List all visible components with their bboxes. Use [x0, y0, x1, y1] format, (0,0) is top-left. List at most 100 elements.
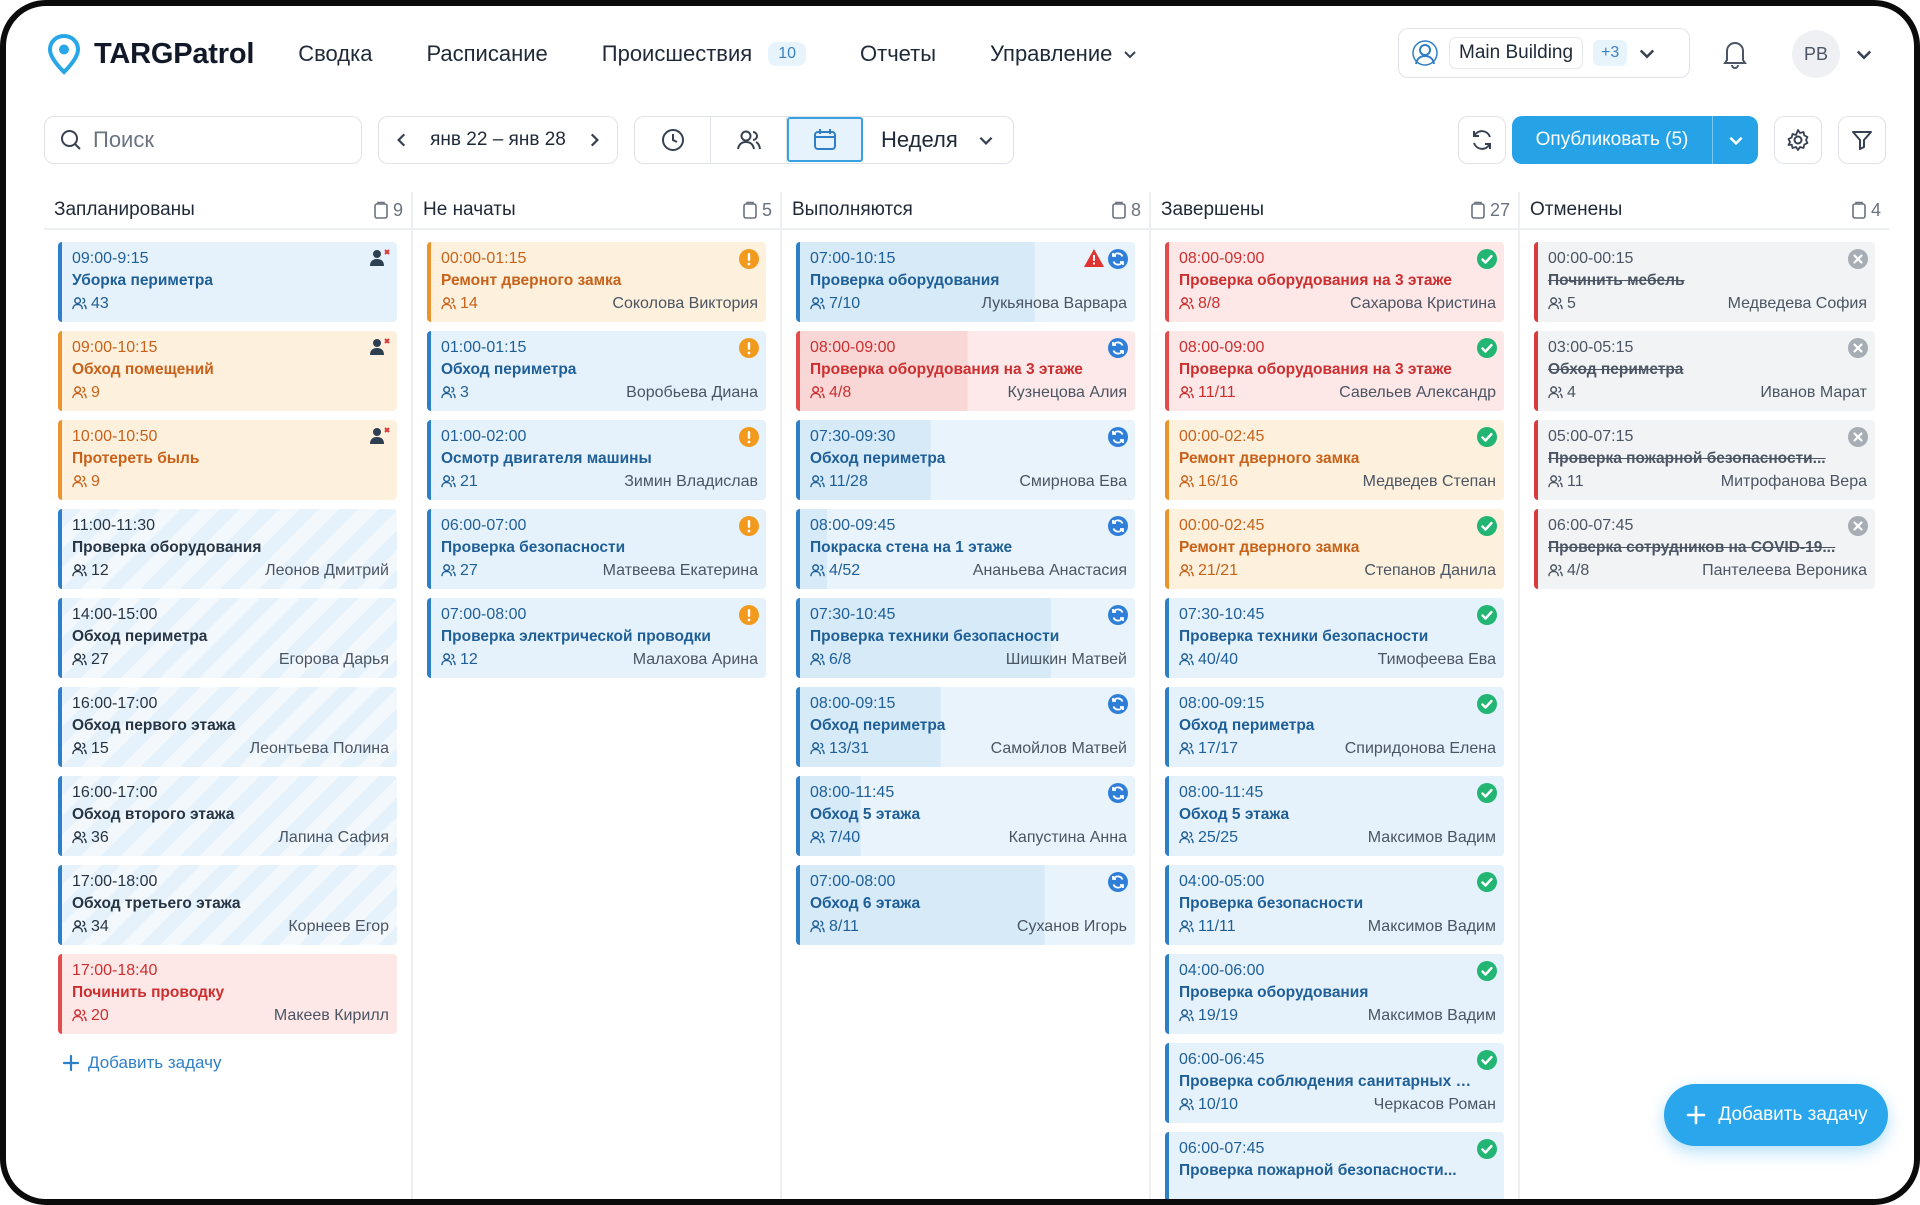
- chevron-right-icon[interactable]: [585, 131, 603, 149]
- add-task-link[interactable]: Добавить задачу: [58, 1043, 397, 1073]
- task-card[interactable]: 09:00-9:15 Уборка периметра 43: [58, 242, 397, 322]
- task-card[interactable]: 11:00-11:30 Проверка оборудования 12 Лео…: [58, 509, 397, 589]
- nav-summary[interactable]: Сводка: [298, 41, 399, 67]
- task-card[interactable]: 08:00-09:00 Проверка оборудования на 3 э…: [796, 331, 1135, 411]
- column-count-value: 8: [1130, 199, 1141, 220]
- task-card[interactable]: 01:00-01:15 Обход периметра 3 Воробьева …: [427, 331, 766, 411]
- task-time: 08:00-11:45: [1179, 784, 1264, 801]
- task-assignee: Черкасов Роман: [1373, 1096, 1496, 1113]
- view-time-button[interactable]: [635, 117, 711, 162]
- task-card[interactable]: 03:00-05:15 Обход периметра 4 Иванов Мар…: [1534, 331, 1875, 411]
- task-card[interactable]: 04:00-05:00 Проверка безопасности 11/11 …: [1165, 865, 1504, 945]
- task-card[interactable]: 16:00-17:00 Обход первого этажа 15 Леонт…: [58, 687, 397, 767]
- task-card[interactable]: 08:00-09:15 Обход периметра 13/31 Самойл…: [796, 687, 1135, 767]
- in-progress-icon: [1107, 782, 1129, 809]
- task-card[interactable]: 07:00-10:15 Проверка оборудования 7/10 Л…: [796, 242, 1135, 322]
- people-icon: [441, 386, 456, 399]
- task-card[interactable]: 05:00-07:15 Проверка пожарной безопаснос…: [1534, 420, 1875, 500]
- nav-schedule[interactable]: Расписание: [399, 41, 574, 67]
- task-title: Проверка соблюдения санитарных но...: [1179, 1073, 1479, 1090]
- task-card[interactable]: 00:00-01:15 Ремонт дверного замка 14 Сок…: [427, 242, 766, 322]
- nav-incidents[interactable]: Происшествия 10: [575, 41, 833, 67]
- view-people-button[interactable]: [711, 117, 787, 162]
- task-card[interactable]: 17:00-18:00 Обход третьего этажа 34 Корн…: [58, 865, 397, 945]
- settings-button[interactable]: [1774, 116, 1822, 164]
- task-card[interactable]: 04:00-06:00 Проверка оборудования 19/19 …: [1165, 954, 1504, 1034]
- calendar-icon: [814, 128, 836, 150]
- task-assignee: Суханов Игорь: [1016, 918, 1127, 935]
- task-title: Обход помещений: [72, 361, 214, 378]
- refresh-button[interactable]: [1458, 116, 1506, 164]
- task-title: Покраска стена на 1 этаже: [810, 539, 1013, 556]
- people-icon: [72, 475, 87, 488]
- add-task-fab-label: Добавить задачу: [1718, 1104, 1868, 1125]
- task-card[interactable]: 17:00-18:40 Починить проводку 20 Макеев …: [58, 954, 397, 1034]
- task-footer: 6/8 Шишкин Матвей: [810, 649, 1127, 670]
- column-title: Отменены: [1530, 199, 1623, 220]
- avatar[interactable]: PB: [1792, 30, 1840, 78]
- chevron-down-icon[interactable]: [1854, 44, 1874, 64]
- period-select[interactable]: Неделя: [863, 117, 1013, 162]
- people-icon: [1179, 564, 1194, 577]
- search-input[interactable]: [93, 127, 343, 153]
- top-bar: TARGPatrol Сводка Расписание Происшестви…: [6, 6, 1914, 102]
- task-card[interactable]: 08:00-09:00 Проверка оборудования на 3 э…: [1165, 331, 1504, 411]
- task-card[interactable]: 00:00-00:15 Починить мебель 5 Медведева …: [1534, 242, 1875, 322]
- task-card[interactable]: 00:00-02:45 Ремонт дверного замка 16/16 …: [1165, 420, 1504, 500]
- task-card[interactable]: 06:00-07:00 Проверка безопасности 27 Мат…: [427, 509, 766, 589]
- task-card[interactable]: 08:00-09:00 Проверка оборудования на 3 э…: [1165, 242, 1504, 322]
- task-card[interactable]: 00:00-02:45 Ремонт дверного замка 21/21 …: [1165, 509, 1504, 589]
- nav-management[interactable]: Управление: [963, 41, 1165, 67]
- task-time: 06:00-07:00: [441, 517, 527, 534]
- filter-button[interactable]: [1838, 116, 1886, 164]
- task-card[interactable]: 07:00-08:00 Проверка электрической прово…: [427, 598, 766, 678]
- chevron-down-icon: [979, 136, 993, 145]
- task-card[interactable]: 07:30-09:30 Обход периметра 11/28 Смирно…: [796, 420, 1135, 500]
- publish-dropdown[interactable]: [1712, 116, 1758, 164]
- task-time: 16:00-17:00: [72, 784, 158, 801]
- column-count-value: 9: [392, 199, 403, 220]
- task-assignee-count: 16/16: [1179, 471, 1238, 492]
- task-card[interactable]: 08:00-09:45 Покраска стена на 1 этаже 4/…: [796, 509, 1135, 589]
- task-card[interactable]: 06:00-06:45 Проверка соблюдения санитарн…: [1165, 1043, 1504, 1123]
- chevron-left-icon[interactable]: [393, 131, 411, 149]
- task-card[interactable]: 06:00-07:45 Проверка пожарной безопаснос…: [1165, 1132, 1504, 1199]
- task-assignee: Лукьянова Варвара: [981, 295, 1127, 312]
- view-calendar-button[interactable]: [787, 117, 863, 162]
- publish-button[interactable]: Опубликовать (5): [1512, 116, 1758, 164]
- in-progress-icon: [1107, 604, 1129, 631]
- task-assignee-count: 20: [72, 1005, 109, 1026]
- task-time: 08:00-11:45: [810, 784, 895, 801]
- task-card[interactable]: 08:00-11:45 Обход 5 этажа 7/40 Капустина…: [796, 776, 1135, 856]
- logo[interactable]: TARGPatrol: [42, 32, 254, 76]
- incidents-badge: 10: [768, 42, 806, 66]
- task-card[interactable]: 07:30-10:45 Проверка техники безопасност…: [1165, 598, 1504, 678]
- date-range-picker[interactable]: янв 22 – янв 28: [378, 116, 618, 164]
- add-task-fab[interactable]: Добавить задачу: [1664, 1084, 1888, 1146]
- task-card[interactable]: 07:30-10:45 Проверка техники безопасност…: [796, 598, 1135, 678]
- logo-pin-icon: [47, 33, 81, 75]
- bell-icon[interactable]: [1718, 36, 1752, 70]
- nav-reports[interactable]: Отчеты: [833, 41, 963, 67]
- search-box[interactable]: [44, 116, 362, 164]
- building-selector[interactable]: Main Building +3: [1398, 28, 1690, 78]
- task-card[interactable]: 07:00-08:00 Обход 6 этажа 8/11 Суханов И…: [796, 865, 1135, 945]
- task-count-value: 4/52: [829, 562, 861, 579]
- task-card[interactable]: 16:00-17:00 Обход второго этажа 36 Лапин…: [58, 776, 397, 856]
- task-card[interactable]: 06:00-07:45 Проверка сотрудников на COVI…: [1534, 509, 1875, 589]
- people-icon: [1548, 564, 1563, 577]
- people-icon: [441, 297, 456, 310]
- task-card[interactable]: 01:00-02:00 Осмотр двигателя машины 21 З…: [427, 420, 766, 500]
- task-assignee-count: 14: [441, 293, 478, 314]
- task-card[interactable]: 09:00-10:15 Обход помещений 9: [58, 331, 397, 411]
- task-card[interactable]: 08:00-11:45 Обход 5 этажа 25/25 Максимов…: [1165, 776, 1504, 856]
- task-card[interactable]: 10:00-10:50 Протереть быль 9: [58, 420, 397, 500]
- task-card[interactable]: 14:00-15:00 Обход периметра 27 Егорова Д…: [58, 598, 397, 678]
- task-assignee-count: 27: [72, 649, 109, 670]
- task-title: Проверка безопасности: [441, 539, 626, 556]
- task-card[interactable]: 08:00-09:15 Обход периметра 17/17 Спирид…: [1165, 687, 1504, 767]
- task-time: 08:00-09:45: [810, 517, 896, 534]
- task-assignee: Макеев Кирилл: [273, 1007, 389, 1024]
- task-count-value: 5: [1567, 295, 1576, 312]
- task-assignee: Матвеева Екатерина: [602, 562, 758, 579]
